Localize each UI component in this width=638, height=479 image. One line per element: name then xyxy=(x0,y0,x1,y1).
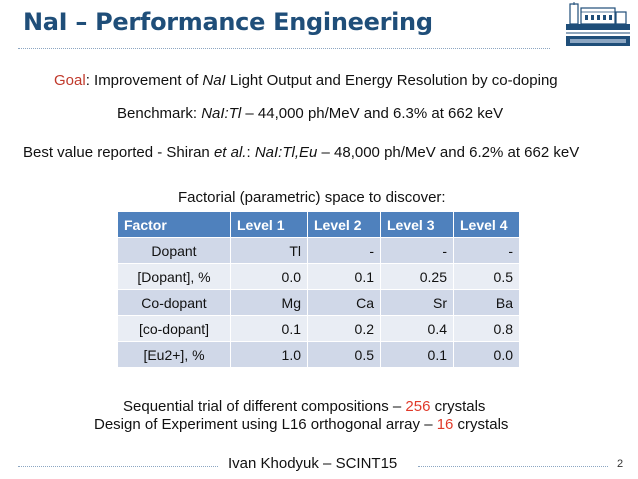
best-value-label: Best value reported - Shiran xyxy=(23,144,214,161)
table-row: [Eu2+], % 1.0 0.5 0.1 0.0 xyxy=(118,341,520,367)
doe-count: 16 xyxy=(436,416,454,433)
page-number: 2 xyxy=(617,458,624,470)
table-cell: 0.4 xyxy=(380,315,454,342)
header-factor: Factor xyxy=(118,212,231,238)
header-level-1: Level 1 xyxy=(230,212,308,238)
best-value-etal: et al. xyxy=(213,144,247,161)
table-row: [co-dopant] 0.1 0.2 0.4 0.8 xyxy=(118,315,520,342)
sequential-text-2: crystals xyxy=(430,398,486,415)
goal-line: Goal: Improvement of NaI Light Output an… xyxy=(54,72,558,89)
table-cell: [co-dopant] xyxy=(118,315,231,342)
table-cell: 0.5 xyxy=(453,263,520,290)
footer-divider-left xyxy=(18,466,218,467)
best-value-colon: : xyxy=(246,144,255,161)
table-cell: 0.0 xyxy=(230,263,308,290)
table-cell: Tl xyxy=(230,237,308,264)
table-cell: Ca xyxy=(307,289,381,316)
table-row: [Dopant], % 0.0 0.1 0.25 0.5 xyxy=(118,263,520,290)
table-cell: Mg xyxy=(230,289,308,316)
footer-author: Ivan Khodyuk – SCINT15 xyxy=(228,455,398,472)
table-cell: 0.1 xyxy=(380,341,454,367)
table-cell: 0.0 xyxy=(453,341,520,367)
sequential-count: 256 xyxy=(405,398,431,415)
best-value-value: – 48,000 ph/MeV and 6.2% at 662 keV xyxy=(317,144,580,161)
doe-text-1: Design of Experiment using L16 orthogona… xyxy=(94,416,437,433)
table-row: Dopant Tl - - - xyxy=(118,237,520,264)
berkeley-lab-logo-icon xyxy=(566,2,630,46)
table-cell: 0.8 xyxy=(453,315,520,342)
table-cell: 0.1 xyxy=(230,315,308,342)
table-cell: 1.0 xyxy=(230,341,308,367)
table-cell: 0.25 xyxy=(380,263,454,290)
header-level-2: Level 2 xyxy=(307,212,381,238)
table-cell: Ba xyxy=(453,289,520,316)
table-cell: - xyxy=(380,237,454,264)
benchmark-line: Benchmark: NaI:Tl – 44,000 ph/MeV and 6.… xyxy=(117,105,503,122)
factor-table: Factor Level 1 Level 2 Level 3 Level 4 D… xyxy=(118,212,520,367)
slide-title: NaI – Performance Engineering xyxy=(23,8,433,36)
benchmark-value: – 44,000 ph/MeV and 6.3% at 662 keV xyxy=(241,105,504,122)
sequential-trial-line: Sequential trial of different compositio… xyxy=(123,398,485,415)
table-row: Co-dopant Mg Ca Sr Ba xyxy=(118,289,520,316)
table-caption: Factorial (parametric) space to discover… xyxy=(178,189,446,206)
goal-material: NaI xyxy=(202,72,226,89)
doe-text-2: crystals xyxy=(453,416,509,433)
doe-line: Design of Experiment using L16 orthogona… xyxy=(94,416,508,433)
table-cell: 0.5 xyxy=(307,341,381,367)
table-header-row: Factor Level 1 Level 2 Level 3 Level 4 xyxy=(118,212,520,238)
table-cell: - xyxy=(307,237,381,264)
goal-text-1: : Improvement of xyxy=(85,72,203,89)
title-divider xyxy=(18,48,550,49)
sequential-text-1: Sequential trial of different compositio… xyxy=(123,398,406,415)
table-cell: Sr xyxy=(380,289,454,316)
benchmark-material: NaI:Tl xyxy=(201,105,242,122)
footer-divider-right xyxy=(418,466,608,467)
best-value-material: NaI:Tl,Eu xyxy=(254,144,318,161)
benchmark-label: Benchmark: xyxy=(117,105,202,122)
table-cell: [Eu2+], % xyxy=(118,341,231,367)
table-cell: 0.1 xyxy=(307,263,381,290)
best-value-line: Best value reported - Shiran et al.: NaI… xyxy=(23,144,579,161)
table-cell: - xyxy=(453,237,520,264)
goal-label: Goal xyxy=(54,72,86,89)
table-cell: Co-dopant xyxy=(118,289,231,316)
table-cell: 0.2 xyxy=(307,315,381,342)
table-cell: [Dopant], % xyxy=(118,263,231,290)
header-level-4: Level 4 xyxy=(453,212,520,238)
goal-text-2: Light Output and Energy Resolution by co… xyxy=(225,72,558,89)
header-level-3: Level 3 xyxy=(380,212,454,238)
table-cell: Dopant xyxy=(118,237,231,264)
